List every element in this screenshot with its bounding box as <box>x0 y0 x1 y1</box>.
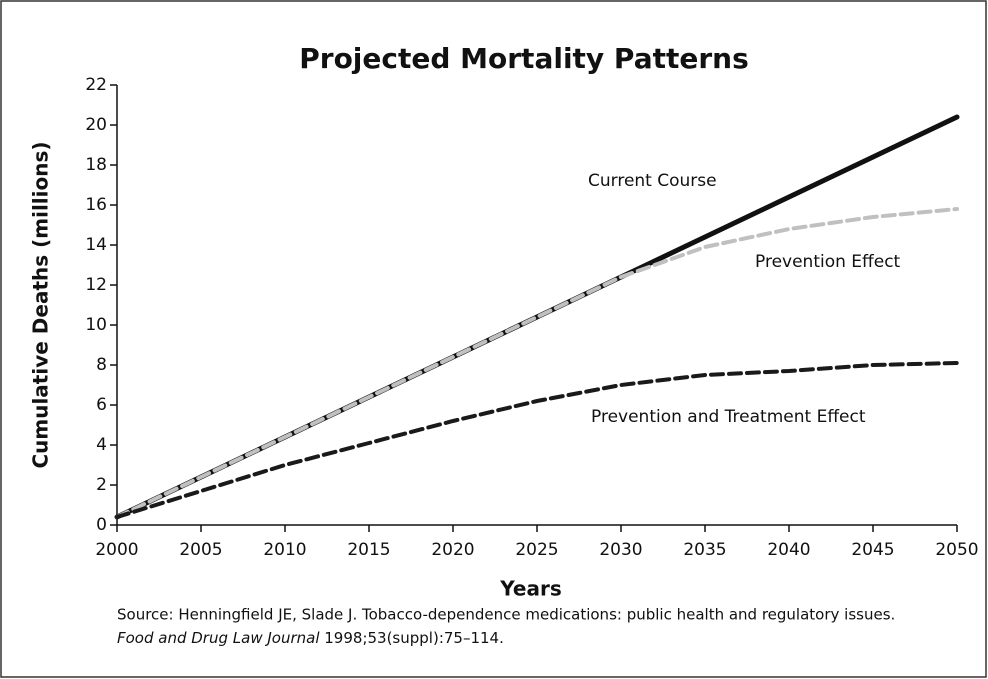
y-tick-label: 4 <box>96 435 107 455</box>
series-line <box>115 207 959 519</box>
y-tick-label: 20 <box>85 115 107 135</box>
source-2: Food and Drug Law Journal 1998;53(suppl)… <box>117 629 504 647</box>
y-tick-label: 10 <box>85 315 107 335</box>
y-tick-label: 22 <box>85 75 107 95</box>
y-axis-label: Cumulative Deaths (millions) <box>29 141 53 468</box>
y-tick-label: 0 <box>96 515 107 535</box>
chart-title: Projected Mortality Patterns <box>299 42 749 75</box>
x-tick-label: 2000 <box>95 540 138 560</box>
y-tick-label: 8 <box>96 355 107 375</box>
journal: Food and Drug Law Journal <box>117 629 320 647</box>
x-tick-label: 2025 <box>515 540 558 560</box>
y-tick-label: 16 <box>85 195 107 215</box>
y-tick-label: 18 <box>85 155 107 175</box>
y-tick-label: 14 <box>85 235 107 255</box>
x-tick-label: 2050 <box>935 540 978 560</box>
x-tick-label: 2015 <box>347 540 390 560</box>
x-tick-label: 2045 <box>851 540 894 560</box>
y-tick-label: 2 <box>96 475 107 495</box>
x-tick-label: 2020 <box>431 540 474 560</box>
x-tick-label: 2040 <box>767 540 810 560</box>
citation: 1998;53(suppl):75–114. <box>320 629 504 647</box>
y-tick-label: 6 <box>96 395 107 415</box>
x-axis-label: Years <box>499 577 561 601</box>
x-tick-label: 2005 <box>179 540 222 560</box>
series-label: Current Course <box>588 171 717 191</box>
source: Source: Henningfield JE, Slade J. Tobacc… <box>117 606 895 624</box>
y-tick-label: 12 <box>85 275 107 295</box>
x-tick-label: 2010 <box>263 540 306 560</box>
x-tick-label: 2035 <box>683 540 726 560</box>
series-label: Prevention and Treatment Effect <box>591 407 866 427</box>
x-tick-label: 2030 <box>599 540 642 560</box>
series-label: Prevention Effect <box>755 252 901 272</box>
series-line <box>115 361 959 519</box>
